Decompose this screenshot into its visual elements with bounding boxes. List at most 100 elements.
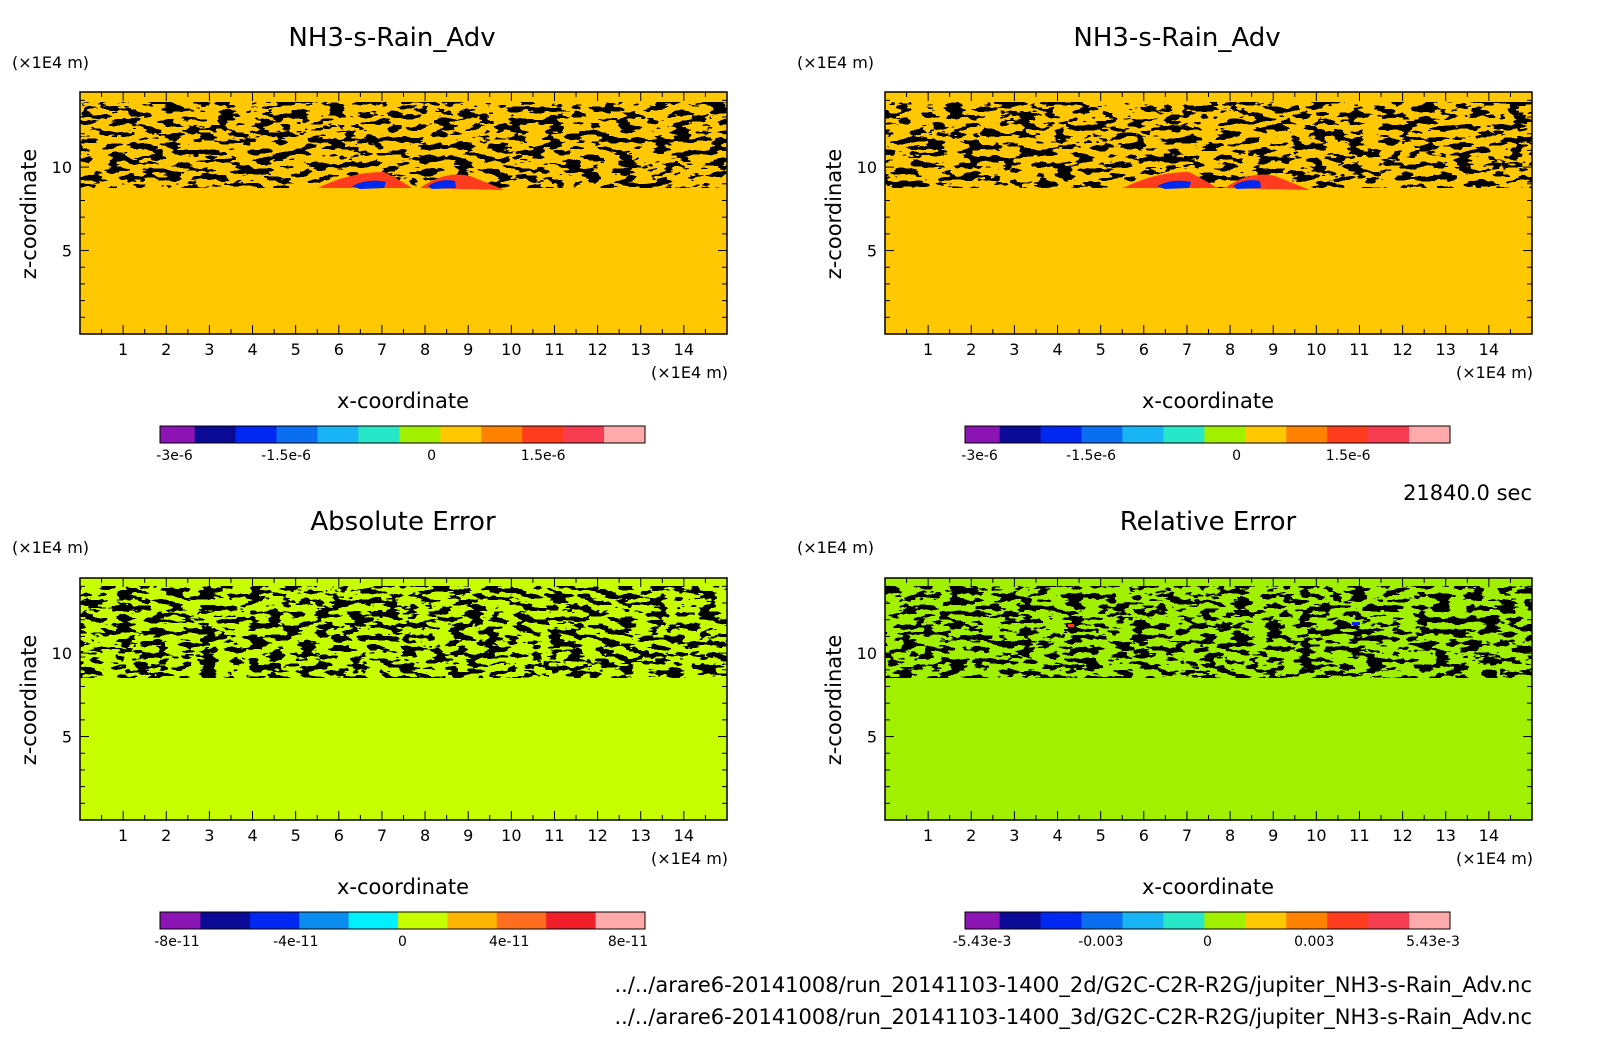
- feature-core-right: [1233, 180, 1261, 189]
- colorbar-label: 0: [1232, 448, 1241, 464]
- x-tick-label: 2: [966, 826, 976, 845]
- x-tick-label: 14: [674, 826, 694, 845]
- colorbar-swatch: [546, 912, 597, 929]
- colorbar-swatch: [235, 426, 278, 443]
- colorbar-label: 5.43e-3: [1406, 934, 1460, 950]
- x-axis-label: x-coordinate: [1142, 389, 1274, 413]
- y-axis-label: z-coordinate: [822, 149, 846, 280]
- x-tick-label: 11: [544, 826, 564, 845]
- x-tick-label: 10: [501, 340, 521, 359]
- colorbar-swatch: [160, 426, 196, 443]
- heatmap-field: [885, 102, 1532, 190]
- colorbar-swatch: [1368, 426, 1410, 443]
- colorbar-label: 4e-11: [489, 934, 529, 950]
- x-tick-label: 6: [1139, 340, 1149, 359]
- x-axis-label: x-coordinate: [337, 875, 469, 899]
- colorbar-label: -8e-11: [154, 934, 199, 950]
- colorbar-frame: [159, 911, 646, 930]
- colorbar-swatch: [1327, 912, 1369, 929]
- y-ticks: 5 10: [857, 585, 1532, 804]
- y-tick-label: 5: [867, 728, 877, 747]
- x-tick-label: 1: [923, 826, 933, 845]
- colorbar-label: -1.5e-6: [261, 448, 311, 464]
- colorbar-label: 1.5e-6: [1326, 448, 1371, 464]
- colorbar-swatch: [299, 912, 350, 929]
- x-tick-label: 9: [463, 826, 473, 845]
- error-speck-red: [1068, 624, 1074, 627]
- colorbar-swatch: [200, 912, 251, 929]
- panel-title: Absolute Error: [310, 507, 496, 537]
- colorbar-swatch: [1040, 426, 1083, 443]
- colorbar-frame: [964, 911, 1451, 930]
- footer-file-path-1: ../../arare6-20141008/run_20141103-1400_…: [614, 973, 1532, 998]
- y-axis-label: z-coordinate: [822, 635, 846, 766]
- colorbar-swatch: [1286, 912, 1328, 929]
- y-unit-label: (×1E4 m): [12, 538, 89, 557]
- x-tick-label: 10: [1306, 826, 1326, 845]
- colorbar-label: 0: [1203, 934, 1212, 950]
- x-tick-label: 12: [587, 826, 607, 845]
- colorbar-swatch: [399, 426, 441, 443]
- feature-band-left: [1123, 172, 1217, 188]
- colorbar-swatch: [1122, 426, 1164, 443]
- x-tick-label: 5: [1096, 340, 1106, 359]
- colorbar-swatch: [1163, 426, 1205, 443]
- x-tick-label: 4: [1052, 826, 1062, 845]
- y-tick-label: 10: [52, 644, 72, 663]
- colorbar-label: -1.5e-6: [1066, 448, 1116, 464]
- colorbar-swatch: [604, 426, 646, 443]
- colorbar-swatch: [965, 426, 1001, 443]
- colorbar-swatch: [1081, 912, 1123, 929]
- colorbar-frame: [159, 425, 646, 444]
- colorbar-label: -3e-6: [961, 448, 998, 464]
- colorbar-swatch: [1081, 426, 1123, 443]
- panel-top-right: NH3-s-Rain_Adv (×1E4 m) 1 2 3 4 5 6 7 8 9 10 11 12 1…: [797, 23, 1533, 505]
- x-tick-label: 5: [291, 340, 301, 359]
- x-tick-label: 6: [334, 340, 344, 359]
- colorbar-swatch: [1368, 912, 1410, 929]
- colorbar: -8e-11 -4e-11 0 4e-11 8e-11: [154, 911, 648, 950]
- colorbar-swatch: [440, 426, 482, 443]
- x-tick-label: 12: [1392, 826, 1412, 845]
- colorbar-swatch: [194, 426, 237, 443]
- y-unit-label: (×1E4 m): [797, 538, 874, 557]
- x-tick-label: 11: [1349, 340, 1369, 359]
- y-tick-label: 10: [857, 644, 877, 663]
- x-tick-label: 1: [923, 340, 933, 359]
- colorbar-swatch: [1040, 912, 1083, 929]
- colorbar-swatch: [999, 912, 1042, 929]
- x-tick-label: 9: [1268, 826, 1278, 845]
- feature-core-left: [352, 180, 386, 189]
- x-tick-label: 7: [377, 340, 387, 359]
- colorbar-swatch: [595, 912, 646, 929]
- x-tick-label: 12: [587, 340, 607, 359]
- x-tick-label: 8: [1225, 826, 1235, 845]
- x-tick-label: 8: [1225, 340, 1235, 359]
- heatmap-field: [80, 586, 727, 678]
- x-tick-label: 14: [674, 340, 694, 359]
- y-tick-label: 10: [857, 158, 877, 177]
- colorbar-swatch: [160, 912, 201, 929]
- x-unit-label: (×1E4 m): [651, 363, 728, 382]
- x-tick-label: 11: [544, 340, 564, 359]
- x-tick-label: 4: [247, 340, 257, 359]
- y-axis-label: z-coordinate: [17, 149, 41, 280]
- colorbar-swatch: [522, 426, 564, 443]
- panel-title: NH3-s-Rain_Adv: [1073, 23, 1280, 53]
- x-tick-label: 9: [1268, 340, 1278, 359]
- colorbar-label: 0: [427, 448, 436, 464]
- x-tick-label: 9: [463, 340, 473, 359]
- x-axis-label: x-coordinate: [1142, 875, 1274, 899]
- panel-bottom-left: Absolute Error (×1E4 m) 1 2 3 4 5 6 7 8 9 10 11 12 1…: [12, 507, 728, 950]
- colorbar-swatch: [1204, 912, 1246, 929]
- colorbar-label: -4e-11: [273, 934, 318, 950]
- x-ticks: 1 2 3 4 5 6 7 8 9 10 11 12 13 14: [906, 92, 1511, 359]
- colorbar: -3e-6 -1.5e-6 0 1.5e-6: [156, 425, 646, 464]
- y-unit-label: (×1E4 m): [12, 53, 89, 72]
- y-ticks: 5 10: [52, 585, 727, 804]
- x-tick-label: 4: [247, 826, 257, 845]
- colorbar-swatch: [1409, 426, 1451, 443]
- colorbar-swatch: [317, 426, 359, 443]
- y-ticks: 5 10: [857, 99, 1532, 318]
